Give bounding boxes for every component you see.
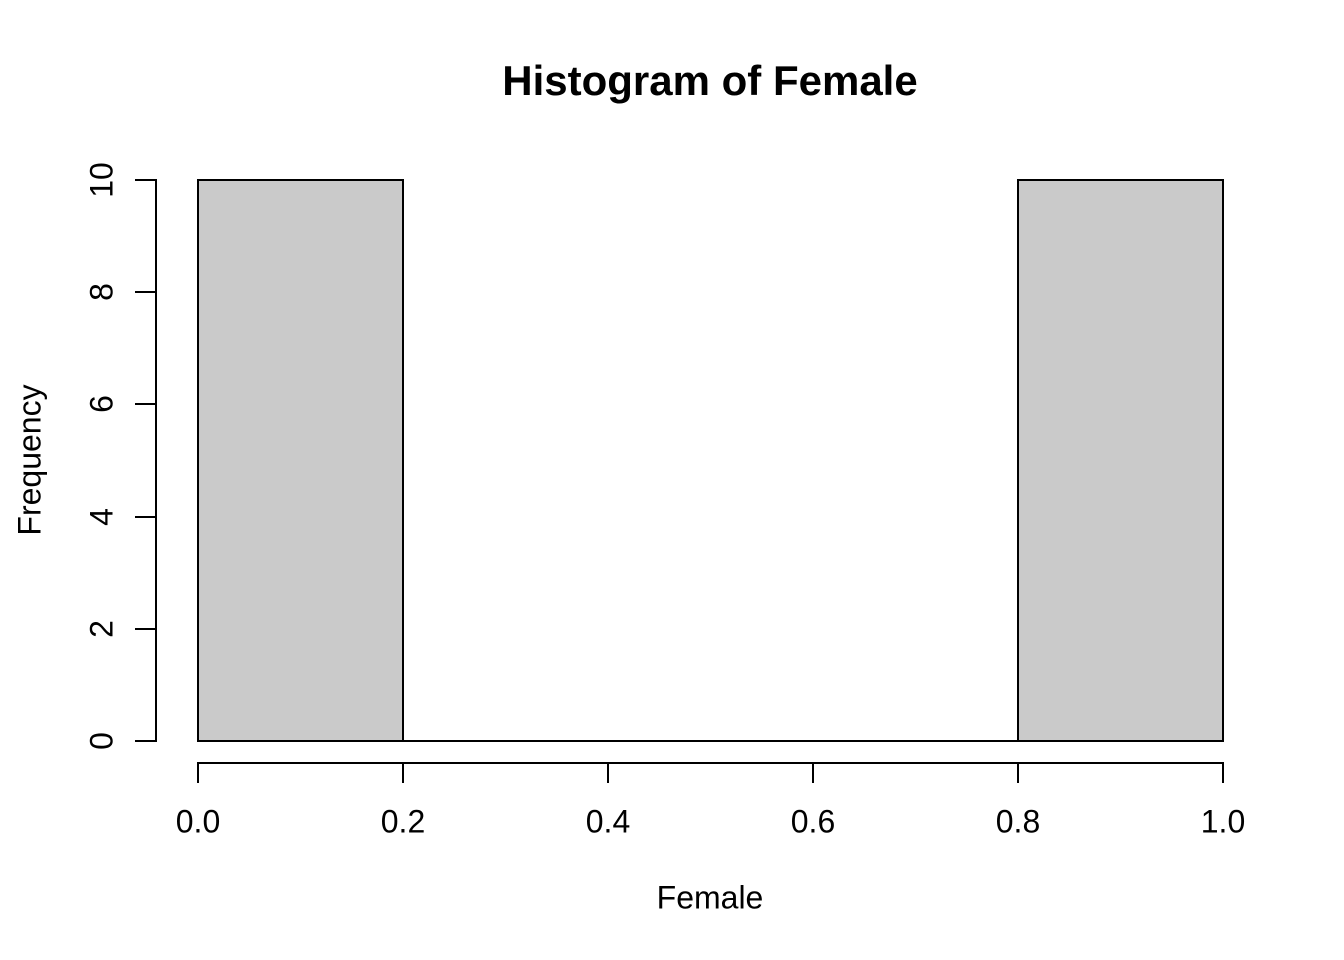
- histogram-bar: [197, 179, 404, 742]
- x-axis-line: [197, 762, 1224, 764]
- x-tick-label: 0.4: [585, 803, 631, 840]
- chart-title: Histogram of Female: [502, 57, 918, 104]
- x-tick-label: 0.6: [790, 803, 836, 840]
- x-axis-tick: [197, 762, 199, 783]
- x-axis-title: Female: [656, 879, 764, 916]
- y-axis-tick: [135, 515, 155, 518]
- y-tick-label: 2: [83, 619, 120, 638]
- histogram-bar: [1017, 179, 1224, 742]
- x-axis-tick: [402, 762, 404, 783]
- histogram-baseline: [197, 740, 1224, 742]
- y-axis-tick: [135, 291, 155, 294]
- x-tick-label: 1.0: [1200, 803, 1246, 840]
- y-axis-tick: [135, 627, 155, 630]
- x-tick-label: 0.8: [995, 803, 1041, 840]
- y-axis-tick: [135, 179, 155, 181]
- y-tick-label: 4: [83, 507, 120, 526]
- x-tick-label: 0.0: [175, 803, 221, 840]
- y-axis-line: [155, 179, 157, 742]
- y-axis-tick: [135, 740, 155, 742]
- y-axis-tick: [135, 403, 155, 406]
- x-axis-tick: [1222, 762, 1224, 783]
- y-tick-label: 10: [83, 162, 120, 198]
- y-tick-label: 0: [83, 732, 120, 750]
- y-tick-label: 8: [83, 283, 120, 302]
- x-axis-tick: [812, 762, 814, 783]
- x-tick-label: 0.2: [380, 803, 426, 840]
- y-tick-label: 6: [83, 395, 120, 414]
- x-axis-tick: [607, 762, 609, 783]
- x-axis-tick: [1017, 762, 1019, 783]
